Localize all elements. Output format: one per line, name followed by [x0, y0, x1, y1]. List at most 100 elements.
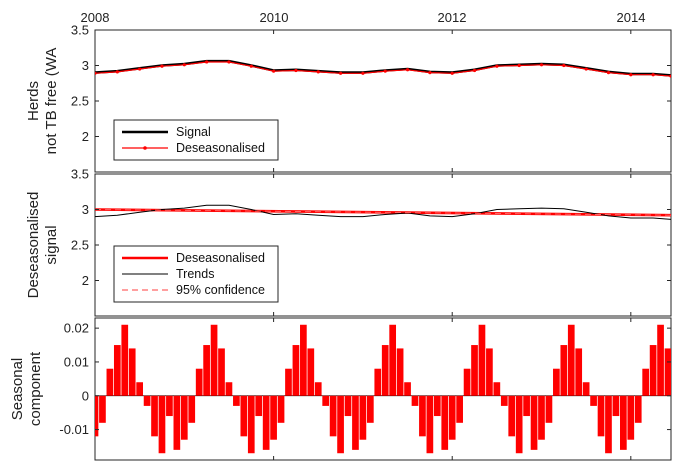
seasonal-bar: [590, 395, 597, 406]
data-point: [606, 71, 611, 75]
y-tick-label: 3: [82, 58, 89, 73]
data-point: [182, 63, 186, 67]
seasonal-bar: [486, 348, 493, 396]
seasonal-bar: [247, 395, 255, 454]
plot-area: [95, 324, 671, 454]
y-tick-label: -0.01: [59, 422, 89, 437]
seasonal-bar: [389, 324, 397, 396]
seasonal-bar: [218, 348, 225, 396]
seasonal-bar: [441, 395, 449, 450]
seasonal-bar: [106, 368, 114, 396]
seasonal-bar: [620, 395, 627, 450]
seasonal-bar: [173, 395, 181, 450]
x-tick-label: 2012: [438, 10, 467, 25]
y-tick-label: 3: [82, 202, 89, 217]
seasonal-bar: [314, 382, 322, 396]
seasonal-bar: [411, 395, 419, 406]
seasonal-bar: [649, 345, 657, 396]
series-line: [95, 209, 671, 216]
y-axis-label-line1: Deseasonalised: [25, 192, 42, 299]
data-point: [472, 68, 477, 73]
seasonal-bar: [627, 395, 635, 440]
seasonal-bar: [180, 395, 188, 440]
y-axis-label-line2: not TB free (WA: [43, 48, 60, 155]
seasonal-bar: [426, 395, 434, 454]
seasonal-bar: [612, 395, 620, 417]
data-point: [205, 60, 209, 64]
data-point: [338, 71, 343, 75]
seasonal-bar: [240, 395, 248, 437]
y-axis-label-line1: Seasonal: [9, 358, 26, 421]
y-tick-label: 2: [82, 273, 89, 288]
seasonal-bar: [121, 324, 129, 396]
data-point: [138, 67, 142, 71]
seasonal-bar: [270, 395, 277, 440]
data-point: [562, 63, 566, 68]
data-point: [651, 73, 655, 77]
x-tick-label: 2014: [617, 10, 646, 25]
data-point: [383, 69, 387, 73]
seasonal-bar: [456, 395, 463, 423]
plot-layer: 2 2.5 3 3.5 2 2.5 3 3.5 -0.01 0 0.01 0.02 Signal Dese…: [59, 23, 671, 460]
seasonal-bar: [523, 395, 530, 417]
seasonal-bar: [575, 348, 583, 396]
seasonal-bar: [419, 395, 426, 437]
y-tick-label: 2.5: [71, 238, 89, 253]
y-tick-label: 3.5: [71, 167, 89, 182]
series-line: [95, 204, 671, 220]
seasonal-bar: [352, 395, 359, 450]
seasonal-bar: [471, 345, 478, 396]
seasonal-bar: [515, 395, 523, 454]
data-point: [316, 70, 320, 74]
data-point: [450, 71, 454, 75]
legend-label: Deseasonalised: [176, 251, 265, 265]
legend-label: Deseasonalised: [176, 141, 265, 155]
seasonal-bar: [158, 395, 166, 454]
seasonal-bar: [255, 395, 263, 417]
data-point: [361, 71, 365, 75]
seasonal-bar: [381, 345, 389, 396]
seasonal-bar: [463, 368, 471, 396]
y-tick-label: 0.01: [64, 354, 89, 369]
data-point: [428, 71, 432, 75]
data-point: [294, 68, 298, 73]
seasonal-bar: [605, 395, 612, 454]
seasonal-bar: [634, 395, 642, 423]
seasonal-bar: [404, 382, 411, 396]
data-point: [160, 64, 164, 68]
seasonal-bar: [359, 395, 367, 440]
seasonal-bar: [396, 348, 404, 396]
seasonal-bar: [203, 345, 210, 396]
data-point: [584, 67, 588, 71]
seasonal-bar: [262, 395, 270, 450]
data-point: [539, 63, 544, 67]
y-tick-label: 3.5: [71, 23, 89, 38]
x-tick-label: 2008: [81, 10, 110, 25]
seasonal-bar: [478, 324, 486, 396]
data-point: [495, 64, 499, 68]
seasonal-bar: [657, 324, 664, 396]
seasonal-bar: [277, 395, 285, 423]
seasonal-bar: [508, 395, 516, 437]
y-tick-label: 0: [82, 388, 89, 403]
seasonal-bar: [582, 382, 590, 396]
seasonal-bar: [642, 368, 650, 396]
data-point: [405, 68, 410, 72]
data-point: [517, 63, 521, 68]
seasonal-bar: [113, 345, 121, 396]
seasonal-bar: [136, 382, 143, 396]
x-tick-label: 2010: [260, 10, 289, 25]
seasonal-bar: [128, 348, 136, 396]
seasonal-bar: [188, 395, 196, 423]
seasonal-bar: [433, 395, 441, 417]
seasonal-bar: [337, 395, 344, 454]
seasonal-bar: [374, 368, 382, 396]
seasonal-bar: [143, 395, 151, 406]
seasonal-bar: [500, 395, 508, 406]
seasonal-bar: [292, 345, 300, 396]
seasonal-bar: [151, 395, 158, 437]
y-axis-label-line1: Herds: [25, 81, 42, 121]
seasonal-bar: [553, 368, 560, 396]
seasonal-bar: [560, 345, 568, 396]
